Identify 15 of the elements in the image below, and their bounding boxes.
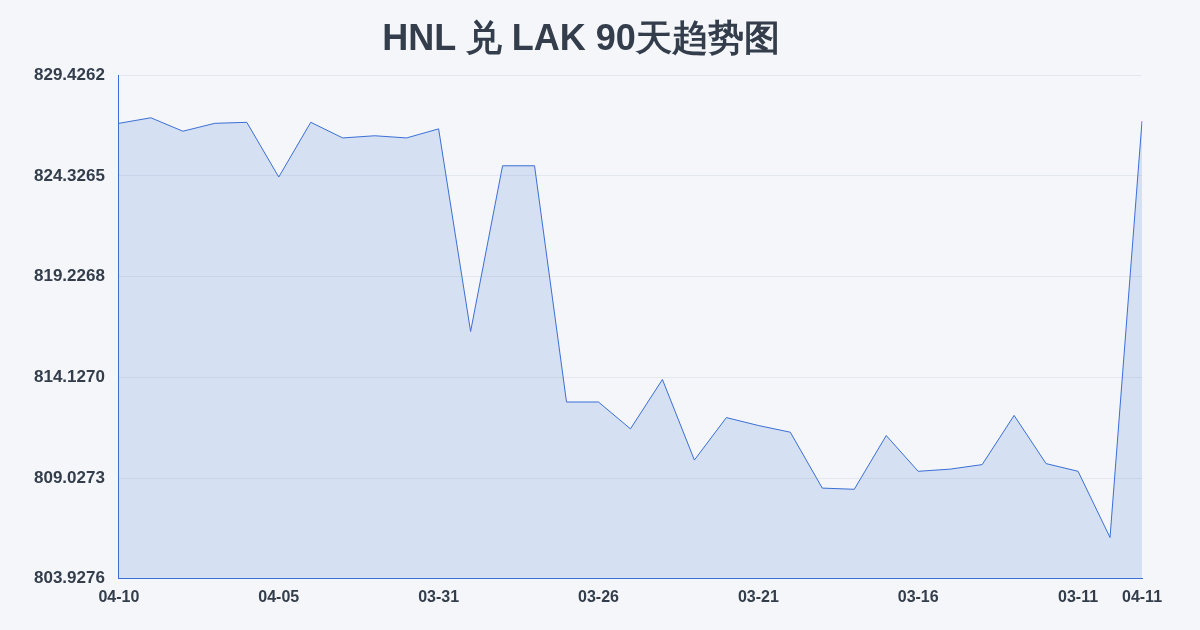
x-tick-label: 04-10 — [98, 587, 140, 605]
x-tick-label: 03-21 — [737, 587, 779, 605]
x-tick-label: 03-31 — [418, 587, 460, 605]
y-tick-label: 824.3265 — [34, 165, 105, 185]
x-tick-label: 04-05 — [258, 587, 300, 605]
y-tick-label: 809.0273 — [34, 467, 105, 487]
x-tick-label: 03-16 — [897, 587, 939, 605]
y-tick-label: 819.2268 — [34, 266, 105, 286]
y-tick-label: 814.1270 — [34, 367, 105, 387]
chart-title: HNL 兑 LAK 90天趋势图 — [382, 16, 780, 58]
y-tick-label: 829.4262 — [34, 64, 105, 84]
x-tick-label: 04-11 — [1121, 587, 1163, 605]
x-tick-label: 03-11 — [1058, 587, 1099, 605]
y-tick-label: 803.9276 — [34, 568, 105, 588]
x-tick-label: 03-26 — [578, 587, 620, 605]
